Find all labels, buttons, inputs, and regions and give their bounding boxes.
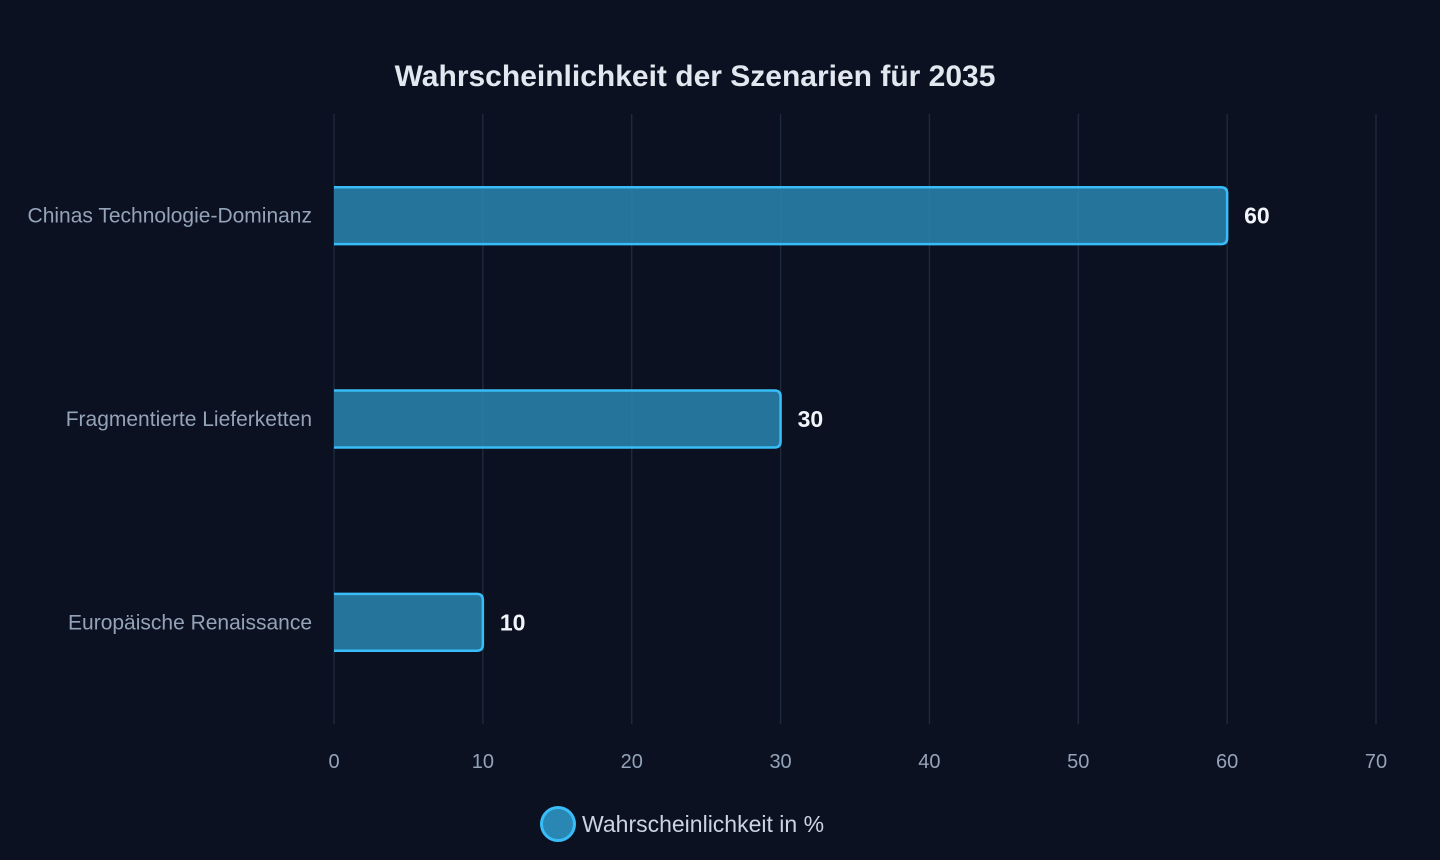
category-label-2: Fragmentierte Lieferketten: [66, 408, 312, 431]
x-tick-label-70: 70: [1365, 751, 1387, 773]
x-tick-label-0: 0: [328, 751, 339, 773]
category-label-1: Chinas Technologie-Dominanz: [28, 205, 312, 228]
legend-swatch: [540, 806, 576, 842]
value-labels: 60 30 10: [500, 203, 1270, 636]
x-tick-label-10: 10: [472, 751, 494, 773]
bar-3[interactable]: [334, 592, 485, 653]
x-tick-label-30: 30: [769, 751, 791, 773]
category-label-3: Europäische Renaissance: [68, 611, 312, 634]
legend[interactable]: Wahrscheinlichkeit in %: [540, 806, 825, 842]
value-label-1: 60: [1244, 203, 1270, 229]
legend-label: Wahrscheinlichkeit in %: [582, 811, 824, 837]
x-tick-label-50: 50: [1067, 751, 1089, 773]
category-labels: Chinas Technologie-Dominanz Fragmentierte…: [28, 205, 312, 635]
bar-2[interactable]: [334, 389, 782, 449]
x-tick-label-40: 40: [918, 751, 940, 773]
bars: [334, 185, 1229, 653]
chart-title: Wahrscheinlichkeit der Szenarien für 203…: [395, 60, 996, 93]
value-label-2: 30: [798, 406, 824, 432]
x-tick-label-20: 20: [621, 751, 643, 773]
value-label-3: 10: [500, 609, 526, 635]
bar-1[interactable]: [334, 185, 1229, 246]
x-tick-label-60: 60: [1216, 751, 1238, 773]
x-axis-ticks: 0 10 20 30 40 50 60 70: [328, 751, 1387, 773]
